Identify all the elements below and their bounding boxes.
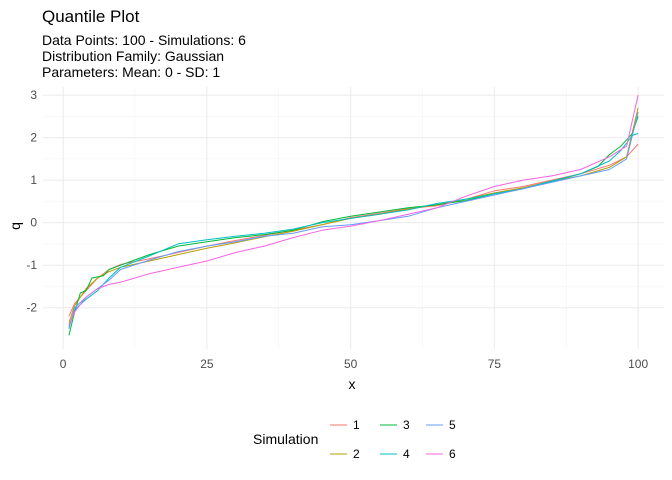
y-tick-label: 3 xyxy=(30,88,37,102)
x-tick-label: 50 xyxy=(344,357,358,371)
plot-series xyxy=(68,94,639,336)
x-tick-label: 100 xyxy=(628,357,648,371)
series-line-2 xyxy=(68,107,639,323)
series-line-4 xyxy=(68,132,639,328)
y-tick-label: 2 xyxy=(30,131,37,145)
legend-item-3: 3 xyxy=(380,418,410,432)
chart-subtitle-line-3: Parameters: Mean: 0 - SD: 1 xyxy=(42,64,220,80)
legend-item-5: 5 xyxy=(426,418,456,432)
legend-label: 1 xyxy=(353,418,360,432)
y-axis-label: q xyxy=(7,222,23,230)
y-tick-label: -1 xyxy=(26,258,37,272)
legend-item-2: 2 xyxy=(330,447,360,461)
legend: Simulation 1 2 3 4 5 6 xyxy=(253,418,456,461)
plot-grid xyxy=(43,87,664,349)
chart-subtitle-line-1: Data Points: 100 - Simulations: 6 xyxy=(42,32,246,48)
y-tick-label: -2 xyxy=(26,301,37,315)
y-tick-label: 0 xyxy=(30,216,37,230)
legend-title: Simulation xyxy=(253,431,318,447)
chart-title: Quantile Plot xyxy=(42,7,140,26)
legend-item-1: 1 xyxy=(330,418,360,432)
y-tick-label: 1 xyxy=(30,173,37,187)
legend-item-6: 6 xyxy=(426,447,456,461)
legend-label: 2 xyxy=(353,447,360,461)
x-tick-label: 75 xyxy=(488,357,502,371)
series-line-5 xyxy=(68,111,639,330)
series-line-1 xyxy=(68,143,639,317)
legend-label: 4 xyxy=(403,447,410,461)
legend-item-4: 4 xyxy=(380,447,410,461)
chart-subtitle-line-2: Distribution Family: Gaussian xyxy=(42,48,224,64)
plot-axes: 0 25 50 75 100 -2 -1 0 1 2 3 xyxy=(26,88,648,371)
legend-label: 6 xyxy=(449,447,456,461)
x-tick-label: 25 xyxy=(200,357,214,371)
legend-label: 5 xyxy=(449,418,456,432)
x-axis-label: x xyxy=(349,376,356,392)
series-line-6 xyxy=(68,94,639,326)
legend-label: 3 xyxy=(403,418,410,432)
x-tick-label: 0 xyxy=(60,357,67,371)
